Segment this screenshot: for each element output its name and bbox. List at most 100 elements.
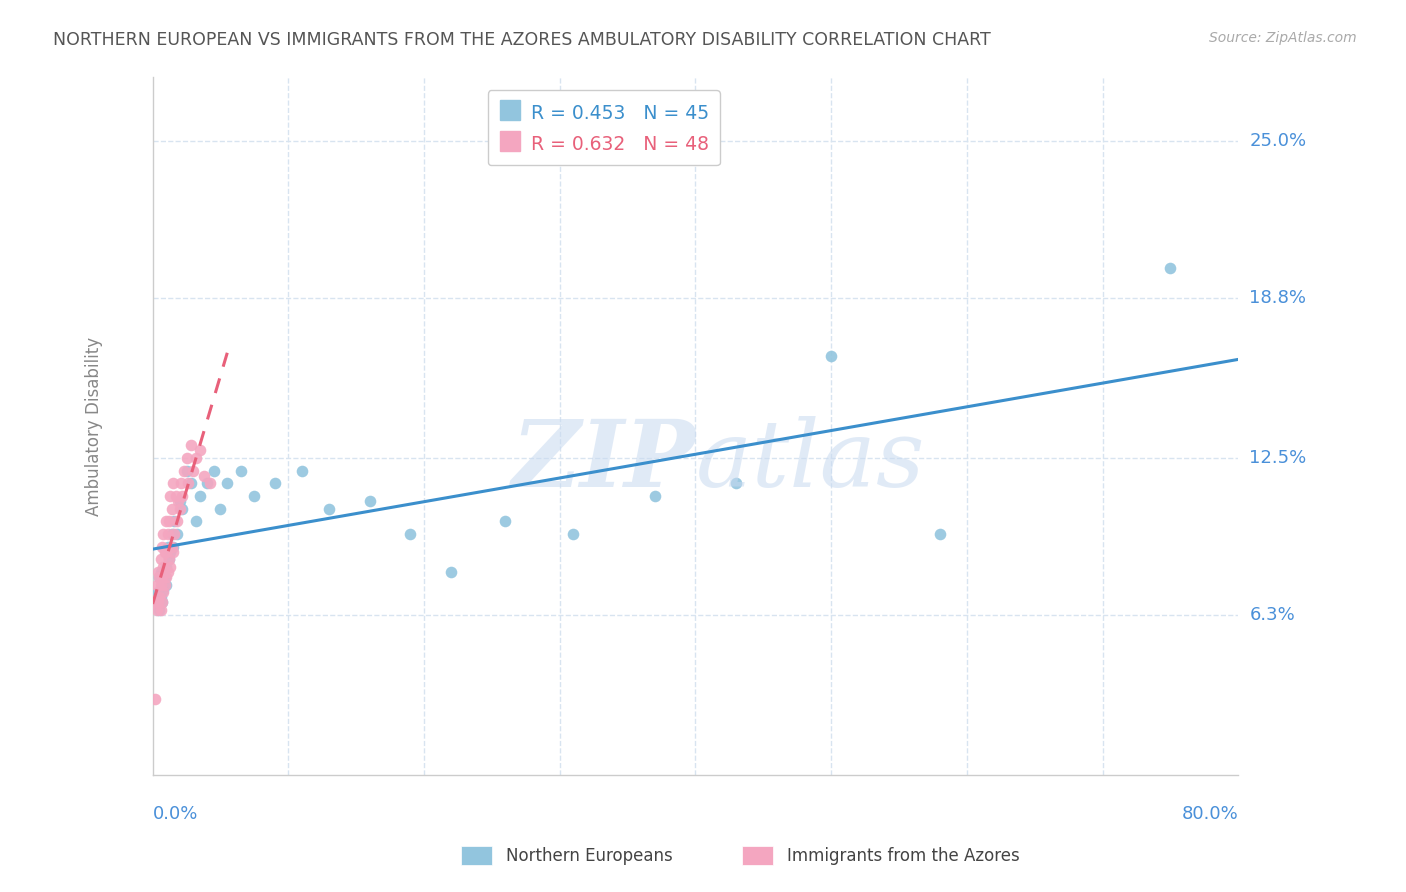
Text: 80.0%: 80.0% bbox=[1181, 805, 1239, 823]
Point bbox=[155, 560, 177, 574]
Point bbox=[148, 591, 170, 605]
Point bbox=[202, 464, 225, 478]
Point bbox=[152, 585, 174, 599]
Text: Immigrants from the Azores: Immigrants from the Azores bbox=[787, 847, 1021, 865]
Point bbox=[165, 489, 187, 503]
Point bbox=[160, 540, 183, 554]
Point bbox=[184, 450, 207, 465]
Point bbox=[318, 501, 340, 516]
Point bbox=[152, 565, 174, 579]
Point bbox=[149, 552, 172, 566]
Point bbox=[153, 545, 176, 559]
Point bbox=[162, 540, 184, 554]
Point bbox=[162, 476, 184, 491]
Point bbox=[156, 527, 179, 541]
Point bbox=[160, 501, 183, 516]
Point bbox=[176, 450, 198, 465]
Point bbox=[1159, 260, 1181, 275]
Point bbox=[820, 350, 842, 364]
Point bbox=[170, 476, 193, 491]
Point bbox=[155, 570, 177, 584]
Point bbox=[188, 489, 211, 503]
Point bbox=[152, 527, 174, 541]
Point bbox=[209, 501, 232, 516]
Point bbox=[156, 540, 179, 554]
Point bbox=[149, 603, 172, 617]
Point bbox=[440, 565, 463, 579]
Point bbox=[229, 464, 252, 478]
Point bbox=[166, 527, 188, 541]
Point bbox=[146, 585, 169, 599]
Point bbox=[148, 603, 170, 617]
Text: NORTHERN EUROPEAN VS IMMIGRANTS FROM THE AZORES AMBULATORY DISABILITY CORRELATIO: NORTHERN EUROPEAN VS IMMIGRANTS FROM THE… bbox=[53, 31, 991, 49]
Point bbox=[153, 577, 176, 591]
Point bbox=[146, 565, 169, 579]
Point bbox=[198, 476, 221, 491]
Point bbox=[169, 501, 191, 516]
Point bbox=[157, 552, 180, 566]
Point bbox=[193, 468, 215, 483]
Point bbox=[166, 514, 188, 528]
Point bbox=[150, 570, 173, 584]
Point bbox=[928, 527, 950, 541]
Text: Source: ZipAtlas.com: Source: ZipAtlas.com bbox=[1209, 31, 1357, 45]
Point bbox=[145, 595, 167, 609]
Point bbox=[359, 494, 381, 508]
Text: 6.3%: 6.3% bbox=[1250, 607, 1295, 624]
Point bbox=[243, 489, 266, 503]
Point bbox=[163, 527, 186, 541]
Point bbox=[145, 577, 167, 591]
Point bbox=[157, 514, 180, 528]
Point bbox=[145, 603, 167, 617]
Text: ZIP: ZIP bbox=[512, 416, 696, 506]
Point bbox=[149, 577, 172, 591]
Point bbox=[159, 545, 181, 559]
Point bbox=[152, 582, 174, 597]
Point bbox=[217, 476, 239, 491]
Point bbox=[188, 443, 211, 458]
Point bbox=[644, 489, 666, 503]
Point bbox=[177, 476, 200, 491]
Point bbox=[156, 565, 179, 579]
Point bbox=[150, 540, 173, 554]
Point bbox=[152, 560, 174, 574]
Text: 25.0%: 25.0% bbox=[1250, 132, 1306, 150]
Text: 12.5%: 12.5% bbox=[1250, 449, 1306, 467]
Point bbox=[155, 545, 177, 559]
Point bbox=[149, 591, 172, 605]
Text: Northern Europeans: Northern Europeans bbox=[506, 847, 673, 865]
Point bbox=[180, 476, 202, 491]
Point bbox=[180, 438, 202, 452]
Text: 0.0%: 0.0% bbox=[153, 805, 198, 823]
Point bbox=[153, 570, 176, 584]
Point bbox=[150, 577, 173, 591]
Point bbox=[162, 545, 184, 559]
Point bbox=[143, 595, 166, 609]
Point bbox=[148, 570, 170, 584]
Point bbox=[263, 476, 285, 491]
Legend: R = 0.453   N = 45, R = 0.632   N = 48: R = 0.453 N = 45, R = 0.632 N = 48 bbox=[488, 90, 720, 166]
Point bbox=[291, 464, 314, 478]
Point bbox=[150, 595, 173, 609]
Point bbox=[160, 527, 183, 541]
Point bbox=[149, 565, 172, 579]
Text: 18.8%: 18.8% bbox=[1250, 289, 1306, 307]
Point bbox=[184, 514, 207, 528]
Point bbox=[143, 691, 166, 706]
Point bbox=[399, 527, 422, 541]
Point bbox=[150, 595, 173, 609]
Point bbox=[157, 552, 180, 566]
Point bbox=[155, 577, 177, 591]
Point bbox=[172, 489, 194, 503]
Point bbox=[148, 570, 170, 584]
Point bbox=[172, 501, 194, 516]
Point bbox=[562, 527, 585, 541]
Point bbox=[163, 514, 186, 528]
Text: atlas: atlas bbox=[696, 416, 925, 506]
Point bbox=[155, 514, 177, 528]
Point bbox=[159, 560, 181, 574]
Point bbox=[495, 514, 517, 528]
Point bbox=[146, 595, 169, 609]
Point bbox=[195, 476, 218, 491]
Point bbox=[183, 464, 205, 478]
